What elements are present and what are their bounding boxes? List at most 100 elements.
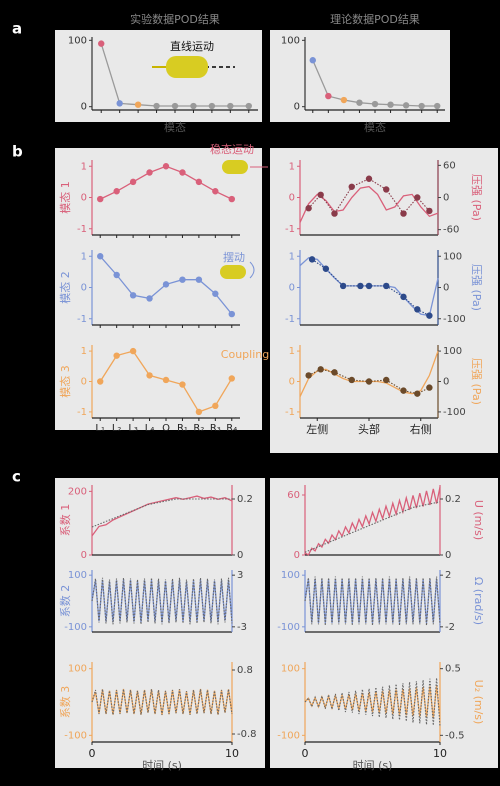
- panel-letter: a: [12, 20, 22, 38]
- y-tick-label: 100: [68, 664, 87, 675]
- x-tick-label: R₃: [210, 423, 221, 434]
- point: [305, 372, 312, 379]
- x-tick-label: L₃: [128, 423, 138, 434]
- point: [414, 390, 421, 397]
- point: [212, 188, 219, 195]
- y-tick-label: 1: [81, 346, 87, 357]
- y2-tick-label: -60: [443, 225, 459, 236]
- y-tick-label: 100: [68, 570, 87, 581]
- point: [357, 282, 364, 290]
- series-line: [304, 576, 441, 626]
- x-tick-label: R₂: [193, 423, 204, 434]
- y-tick-label: 0: [294, 102, 300, 113]
- point: [317, 191, 324, 199]
- point: [426, 384, 433, 391]
- y-tick-label: -1: [285, 224, 295, 235]
- panel-bg: [270, 478, 498, 768]
- point: [387, 101, 394, 108]
- x-tick-label: R₁: [177, 423, 188, 434]
- y-tick-label: 0: [289, 377, 295, 388]
- point: [113, 352, 120, 359]
- y-tick-label: -1: [77, 224, 87, 235]
- y-axis-label: 模态 2: [59, 271, 72, 304]
- point: [129, 292, 137, 299]
- y-tick-label: 0: [289, 283, 295, 294]
- y-tick-label: 100: [281, 664, 300, 675]
- x-tick-label: 0: [89, 747, 96, 760]
- point: [98, 40, 105, 47]
- point: [414, 194, 421, 201]
- annotation: Coupling: [221, 348, 269, 361]
- point: [212, 402, 219, 410]
- point: [402, 102, 410, 109]
- point: [383, 186, 390, 193]
- y-tick-label: 0: [294, 550, 300, 561]
- y2-tick-label: 0: [443, 193, 449, 204]
- point: [308, 256, 316, 263]
- point: [195, 276, 203, 283]
- x-axis-label: 时间 (s): [142, 759, 182, 772]
- y2-tick-label: -100: [443, 407, 466, 418]
- y-tick-label: 0: [81, 102, 87, 113]
- x-tick-label: L₄: [145, 423, 155, 434]
- x-tick-label: 10: [225, 747, 239, 760]
- y2-tick-label: 0.2: [237, 494, 253, 505]
- x-axis-label: 模态: [364, 121, 386, 134]
- point: [426, 207, 433, 215]
- point: [426, 312, 433, 319]
- point: [309, 57, 316, 64]
- x-axis-label: 时间 (s): [353, 759, 393, 772]
- x-tick-label: 10: [433, 747, 447, 760]
- point: [162, 376, 170, 384]
- panel-bg: [270, 148, 498, 453]
- point: [116, 100, 123, 107]
- y2-tick-label: -3: [237, 622, 247, 633]
- y2-tick-label: 100: [443, 251, 462, 262]
- y2-tick-label: -2: [445, 622, 455, 633]
- y-tick-label: 1: [289, 161, 295, 172]
- point: [228, 310, 235, 318]
- y-tick-label: 1: [289, 251, 295, 262]
- point: [179, 169, 186, 176]
- series-line: [304, 486, 441, 556]
- annotation: 直线运动: [170, 39, 214, 53]
- point: [228, 195, 235, 203]
- point: [97, 195, 104, 203]
- point: [162, 281, 170, 288]
- point: [171, 102, 179, 110]
- point: [134, 101, 142, 108]
- point: [434, 102, 441, 110]
- x-tick-label: R₄: [226, 423, 237, 434]
- annotation: 摆动: [223, 250, 245, 264]
- y2-tick-label: 0.2: [445, 494, 461, 505]
- y2-tick-label: 0: [443, 377, 449, 388]
- panel-letter: b: [12, 143, 23, 161]
- y-tick-label: -1: [77, 407, 87, 418]
- series-line: [91, 498, 232, 528]
- point: [418, 102, 425, 110]
- y-tick-label: 100: [281, 570, 300, 581]
- chart-title: 实验数据POD结果: [130, 12, 220, 26]
- point: [129, 347, 137, 355]
- point: [113, 188, 120, 195]
- y-axis-label: 系数 3: [59, 686, 72, 719]
- point: [162, 163, 170, 170]
- y-tick-label: 100: [281, 35, 300, 46]
- fish-icon: [222, 160, 268, 174]
- x-tick-label: 左侧: [306, 423, 328, 436]
- series-line: [308, 178, 430, 215]
- y-axis-label: 模态 3: [59, 365, 72, 398]
- fish-icon: [152, 56, 235, 78]
- point: [129, 178, 137, 186]
- x-axis-label: 模态: [164, 121, 186, 134]
- y2-tick-label: 60: [443, 160, 456, 171]
- y2-tick-label: 0: [445, 550, 451, 561]
- y-tick-label: -100: [64, 622, 87, 633]
- y-tick-label: 1: [81, 161, 87, 172]
- x-tick-label: L₁: [95, 423, 105, 434]
- y2-axis-label: 压强 (Pa): [470, 174, 483, 221]
- y-tick-label: -1: [285, 314, 295, 325]
- y2-tick-label: 0: [443, 283, 449, 294]
- point: [153, 102, 160, 110]
